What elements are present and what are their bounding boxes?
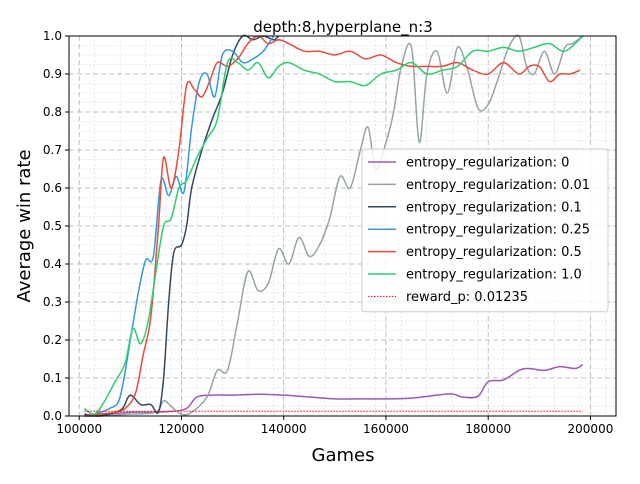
grid: [68, 35, 616, 417]
x-tick-label: 100000: [56, 422, 102, 436]
legend-label: entropy_regularization: 1.0: [406, 268, 582, 283]
y-tick-label: 1.0: [43, 29, 62, 43]
y-tick-label: 0.5: [43, 219, 62, 233]
axis-ticks: 100000 120000 140000 160000 180000 200000 0.0 0…: [43, 29, 613, 436]
series-line-4: [84, 35, 581, 417]
y-tick-label: 0.8: [43, 105, 62, 119]
chart-title: depth:8,hyperplane_n:3: [253, 18, 433, 37]
x-tick-label: 200000: [568, 422, 614, 436]
series-line-3: [84, 35, 275, 417]
legend-label: entropy_regularization: 0.01: [406, 178, 590, 193]
legend-label: entropy_regularization: 0.25: [406, 223, 590, 238]
x-tick-label: 180000: [465, 422, 511, 436]
y-axis-label: Average win rate: [14, 149, 35, 302]
legend-label: entropy_regularization: 0.1: [406, 200, 582, 215]
series-line-1: [84, 34, 584, 417]
y-tick-label: 0.0: [43, 409, 62, 423]
y-tick-label: 0.7: [43, 143, 62, 157]
y-tick-label: 0.3: [43, 295, 62, 309]
y-tick-label: 0.6: [43, 181, 62, 195]
legend: entropy_regularization: 0 entropy_regular…: [361, 148, 609, 313]
y-tick-label: 0.2: [43, 333, 62, 347]
y-tick-label: 0.4: [43, 257, 62, 271]
legend-label: entropy_regularization: 0.5: [406, 245, 582, 260]
legend-box: [361, 148, 609, 313]
legend-label: entropy_regularization: 0: [406, 156, 569, 171]
series-line-5: [83, 35, 584, 416]
x-tick-label: 160000: [363, 422, 409, 436]
y-tick-label: 0.1: [43, 371, 62, 385]
x-axis-label: Games: [312, 445, 375, 466]
y-tick-label: 0.9: [43, 67, 62, 81]
legend-label: reward_p: 0.01235: [406, 290, 528, 305]
series-lines: [83, 34, 584, 417]
series-line-0: [84, 364, 584, 417]
x-tick-label: 120000: [159, 422, 205, 436]
x-tick-label: 140000: [261, 422, 307, 436]
